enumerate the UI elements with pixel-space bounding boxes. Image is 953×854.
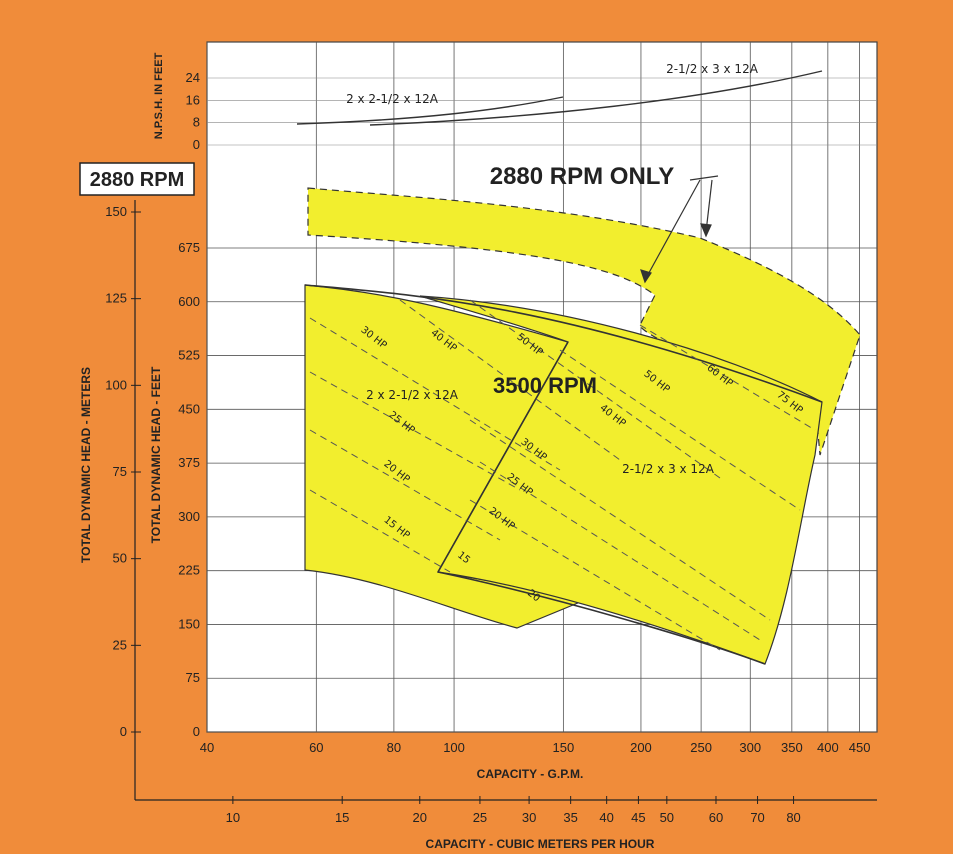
speed-label: 3500 RPM [493, 373, 597, 398]
pump-label-2x2-1-2x12a: 2 x 2-1/2 x 12A [366, 388, 459, 402]
hp-lines [309, 299, 816, 651]
y-tick-label-meters: 75 [113, 464, 127, 479]
hp-line [309, 317, 561, 471]
y-tick-label-meters: 100 [105, 377, 127, 392]
y-tick-label-meters: 125 [105, 291, 127, 306]
note-arrows [640, 175, 719, 284]
y-tick-label-feet: 300 [178, 509, 200, 524]
x-tick-label-gpm: 100 [443, 740, 465, 755]
x-tick-label-m3h: 60 [709, 810, 723, 825]
x-tick-label-m3h: 80 [786, 810, 800, 825]
npsh-curves [296, 70, 823, 126]
y-tick-label-feet: 600 [178, 294, 200, 309]
y-axis-label-meters: TOTAL DYNAMIC HEAD - METERS [79, 367, 93, 563]
npsh-tick-label: 0 [193, 137, 200, 152]
x-tick-label-gpm: 350 [781, 740, 803, 755]
y-tick-label-meters: 50 [113, 551, 127, 566]
x-tick-label-m3h: 10 [226, 810, 240, 825]
hp-line [479, 461, 761, 641]
x-axis-label-m3h: CAPACITY - CUBIC METERS PER HOUR [426, 837, 655, 851]
npsh-label-2x2-1-2x12a: 2 x 2-1/2 x 12A [346, 92, 439, 106]
note-label: 2880 RPM ONLY [490, 163, 675, 190]
npsh-curve-2x2-1-2x12a [296, 96, 564, 125]
npsh-axis-label: N.P.S.H. IN FEET [153, 52, 165, 139]
boundary-2x2-1-2x12a-top [304, 284, 823, 403]
x-tick-label-gpm: 250 [690, 740, 712, 755]
npsh-tick-label: 24 [186, 70, 200, 85]
y-tick-label-feet: 0 [193, 724, 200, 739]
y-tick-label-meters: 0 [120, 724, 127, 739]
arrow-line [644, 179, 701, 281]
x-axis-label-gpm: CAPACITY - G.P.M. [477, 767, 584, 781]
pump-label-2-1-2x3x12a: 2-1/2 x 3 x 12A [622, 462, 715, 476]
arrow-head [640, 269, 652, 284]
x-tick-label-gpm: 80 [387, 740, 401, 755]
boundary-divider [437, 341, 569, 573]
hp-line [469, 499, 721, 651]
region-2880-rpm [307, 187, 861, 456]
npsh-curve-2-1-2x3x12a [369, 70, 823, 126]
hp-line [469, 299, 721, 479]
x-tick-label-gpm: 150 [553, 740, 575, 755]
x-tick-label-m3h: 15 [335, 810, 349, 825]
y-tick-label-feet: 450 [178, 401, 200, 416]
x-tick-label-gpm: 300 [739, 740, 761, 755]
region-2-1-2x3x12a [419, 295, 823, 665]
hp-line [639, 324, 816, 431]
y-tick-label-feet: 675 [178, 240, 200, 255]
boundary-bottom [437, 571, 766, 665]
rpm-box [79, 162, 195, 196]
npsh-tick-label: 16 [186, 92, 200, 107]
x-tick-label-m3h: 50 [660, 810, 674, 825]
arrow-line [689, 175, 719, 181]
arrow-head [700, 223, 712, 238]
x-tick-label-m3h: 35 [563, 810, 577, 825]
hp-line [309, 371, 521, 491]
x-tick-label-gpm: 40 [200, 740, 214, 755]
hp-line [469, 419, 771, 621]
y-tick-label-feet: 225 [178, 563, 200, 578]
y-tick-label-meters: 25 [113, 637, 127, 652]
x-tick-label-m3h: 70 [750, 810, 764, 825]
hp-line [309, 489, 451, 573]
y-axis-label-feet: TOTAL DYNAMIC HEAD - FEET [149, 366, 163, 543]
operating-regions [304, 187, 861, 665]
npsh-tick-label: 8 [193, 115, 200, 130]
y-tick-label-feet: 75 [186, 670, 200, 685]
npsh-label-2-1-2x3x12a: 2-1/2 x 3 x 12A [666, 62, 759, 76]
arrow-line [705, 179, 713, 233]
x-tick-label-m3h: 25 [473, 810, 487, 825]
x-tick-label-gpm: 60 [309, 740, 323, 755]
hp-line [559, 349, 801, 511]
x-tick-label-gpm: 450 [849, 740, 871, 755]
x-tick-label-m3h: 20 [413, 810, 427, 825]
y-tick-label-feet: 525 [178, 348, 200, 363]
rpm-box-label: 2880 RPM [90, 169, 185, 191]
y-tick-label-feet: 150 [178, 616, 200, 631]
x-tick-label-gpm: 400 [817, 740, 839, 755]
hp-line [309, 429, 501, 541]
hp-line [399, 299, 621, 461]
x-tick-label-m3h: 30 [522, 810, 536, 825]
y-tick-label-feet: 375 [178, 455, 200, 470]
y-tick-label-meters: 150 [105, 204, 127, 219]
x-tick-label-m3h: 45 [631, 810, 645, 825]
x-tick-label-m3h: 40 [599, 810, 613, 825]
x-tick-label-gpm: 200 [630, 740, 652, 755]
